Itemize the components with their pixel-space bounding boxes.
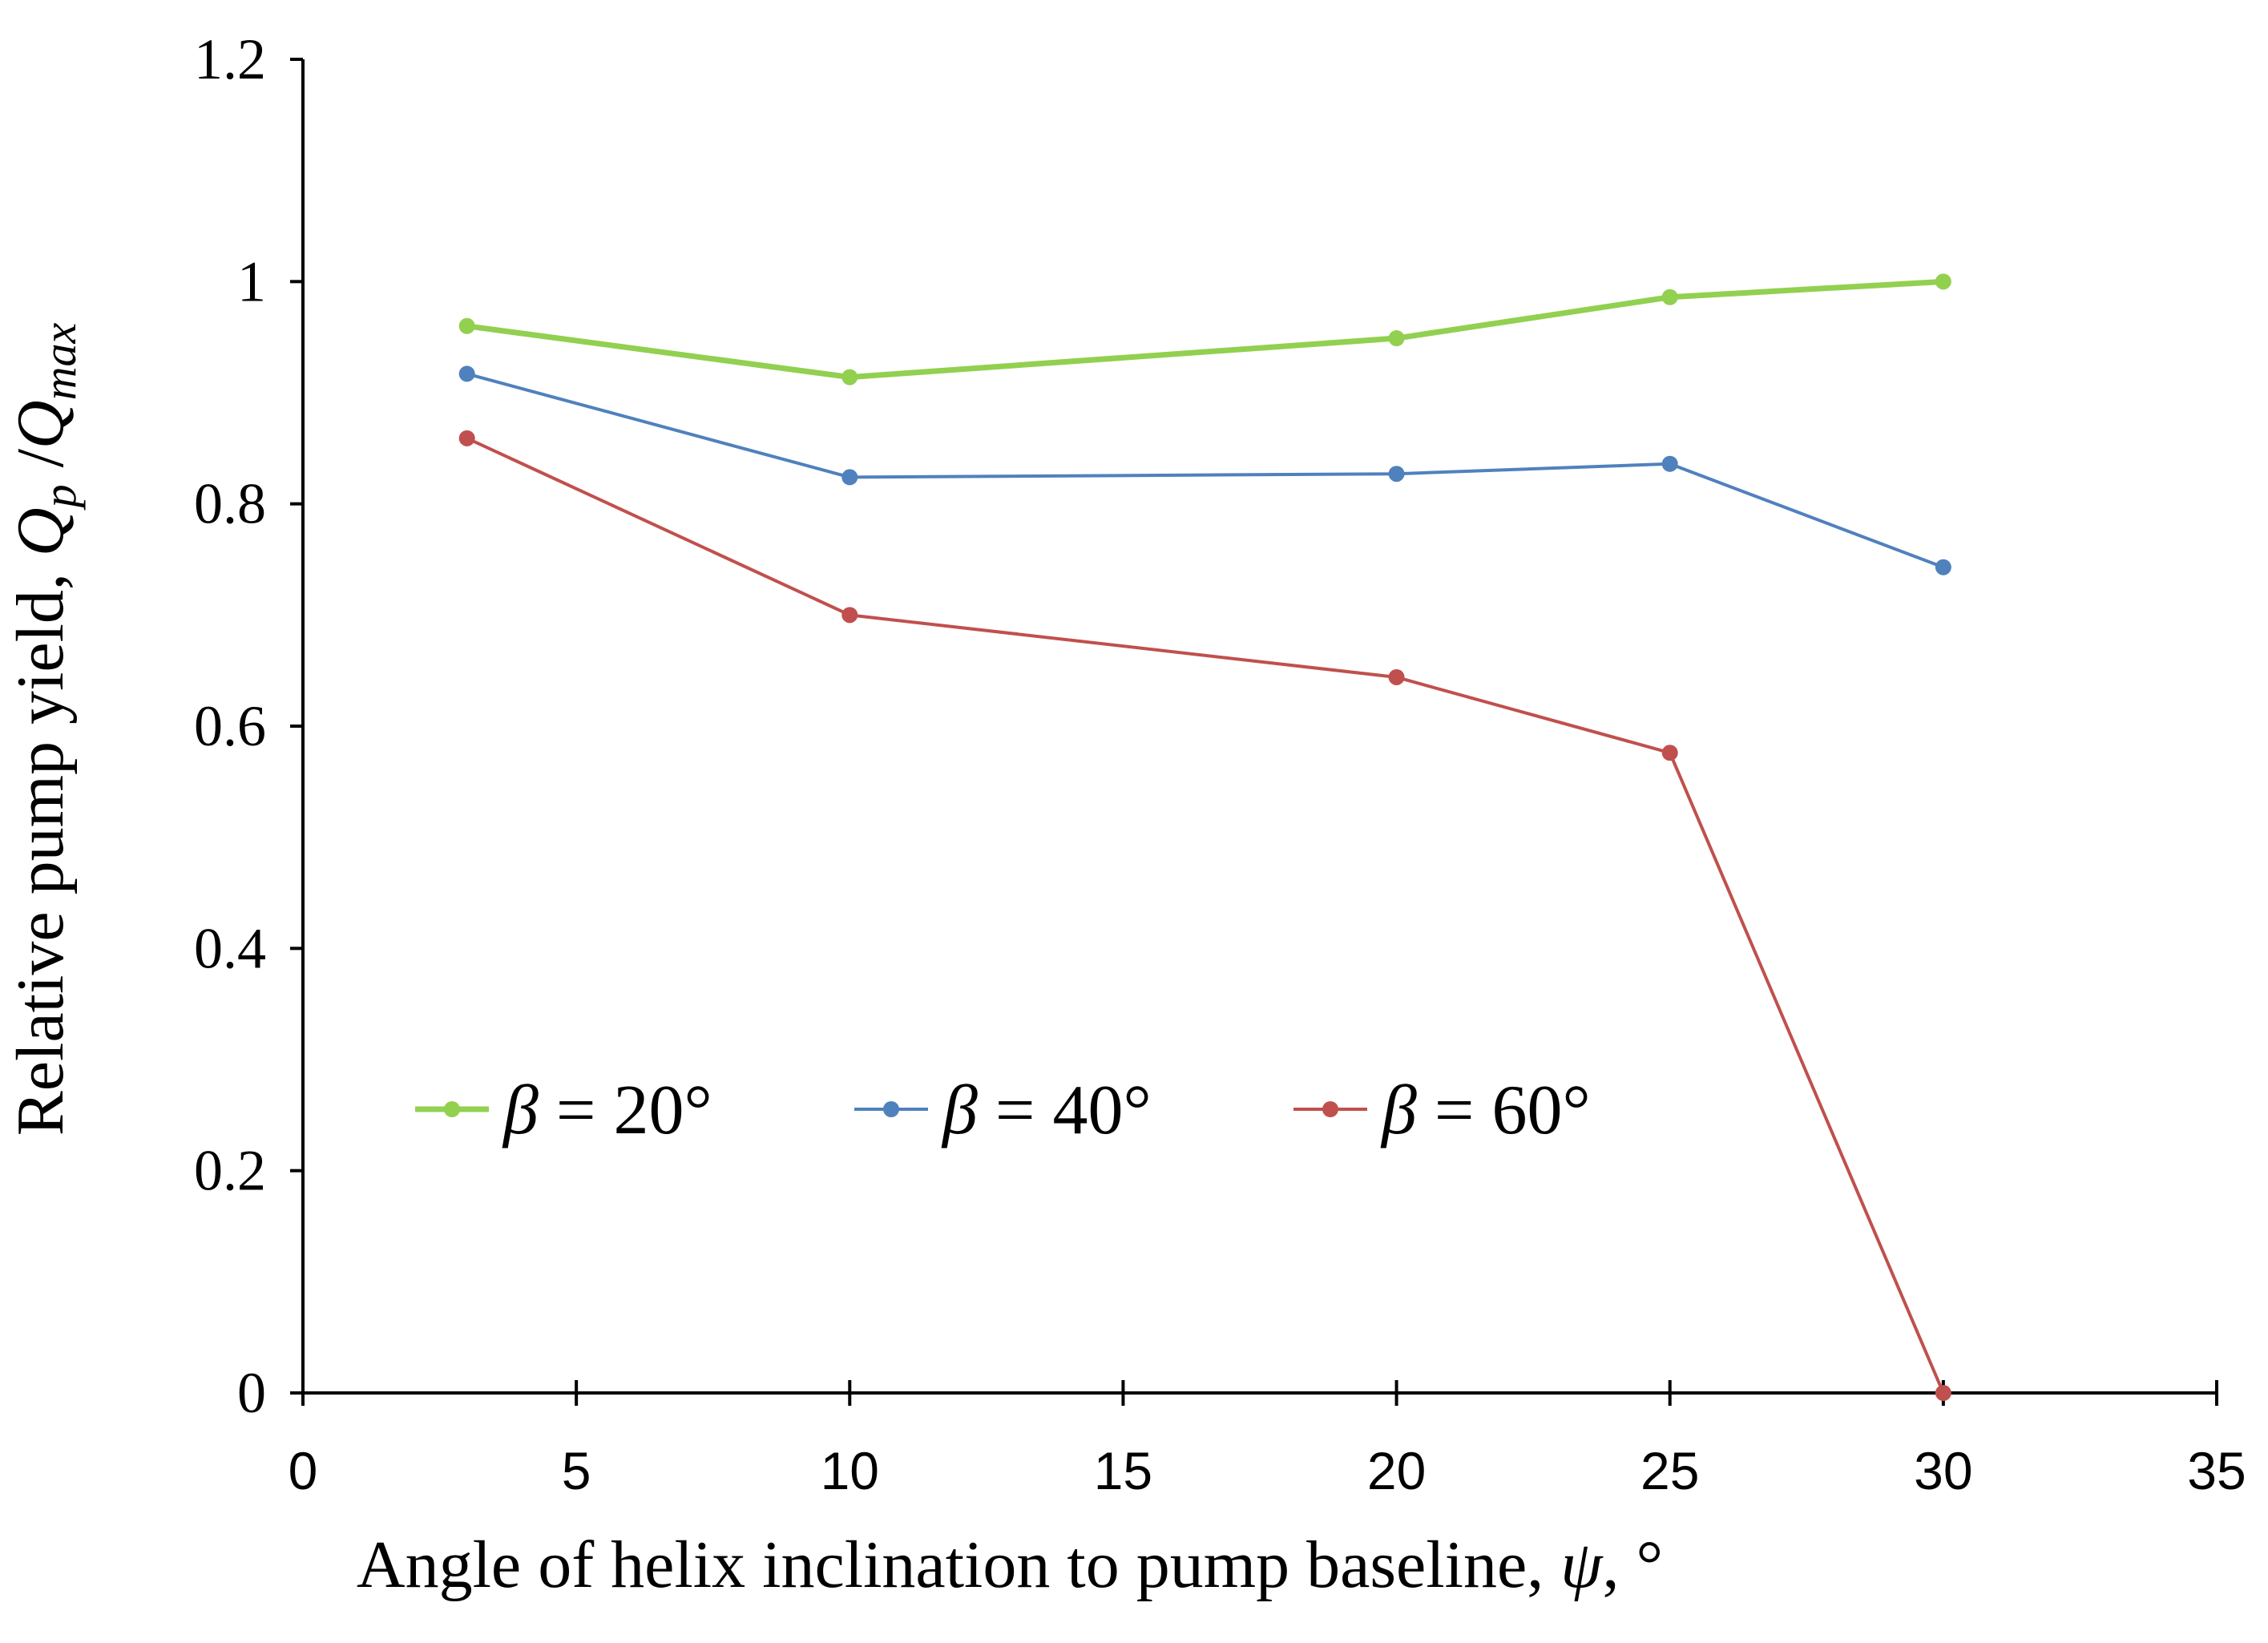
data-point [1935,559,1951,575]
y-axis-title-sub2: max [34,322,86,400]
data-point [1661,289,1678,305]
x-tick-label: 15 [1094,1441,1152,1500]
data-point [458,365,475,382]
data-point [458,430,475,446]
y-axis-title: Relative pump yield, Qp /Qmax [3,322,86,1136]
x-tick-label: 5 [562,1441,591,1500]
x-axis-title-symbol: ψ [1560,1528,1604,1602]
legend-item-1: β = 20° [415,1072,712,1149]
x-axis-title-suffix: , ° [1602,1528,1663,1602]
legend-swatch-marker [1322,1101,1338,1117]
legend: β = 20° β = 40° β = 60° [415,1072,1591,1149]
legend-label: β = 40° [941,1072,1152,1149]
data-point [1661,745,1678,761]
data-point [841,469,858,486]
series-2 [458,365,1951,575]
legend-label-value: = 60° [1417,1072,1591,1149]
y-axis-title-prefix: Relative pump yield, [3,556,78,1136]
x-tick-label: 0 [289,1441,318,1500]
x-tick-label: 30 [1914,1441,1972,1500]
data-point [1935,1385,1951,1401]
x-ticks: 0 5 10 15 20 25 30 35 [289,1380,2246,1500]
x-tick-label: 35 [2187,1441,2246,1500]
y-ticks: 0 0.2 0.4 0.6 0.8 1 1.2 [194,27,303,1425]
x-tick-label: 25 [1640,1441,1699,1500]
data-point [458,317,475,334]
legend-label-value: = 40° [978,1072,1152,1149]
y-axis-title-slash: / [3,448,78,484]
y-axis-title-sub1: p [34,484,86,511]
data-point [1388,466,1405,482]
series-1 [458,273,1951,386]
data-point [841,607,858,624]
data-point [841,369,858,386]
y-tick-label: 0 [237,1361,266,1425]
y-tick-label: 0.8 [194,472,266,536]
series-line [466,278,1944,381]
legend-label: β = 20° [502,1072,712,1149]
x-tick-label: 20 [1367,1441,1426,1500]
legend-label-symbol: β [941,1072,978,1149]
y-tick-label: 0.6 [194,694,266,758]
data-point [1388,330,1405,347]
legend-label-value: = 20° [539,1072,712,1149]
y-tick-label: 0.4 [194,916,266,980]
series-line [466,437,1945,1394]
x-axis-title-prefix: Angle of helix inclination to pump basel… [357,1528,1560,1602]
legend-label-symbol: β [502,1072,539,1149]
legend-swatch-marker [883,1101,899,1117]
legend-item-3: β = 60° [1293,1072,1591,1149]
y-axis-title-q1: Q [3,507,78,556]
y-axis-title-q2: Q [3,400,78,449]
series-3 [458,430,1951,1401]
legend-swatch-marker [444,1101,460,1117]
series-layer [458,273,1951,1401]
series-line [466,372,1944,569]
data-point [1935,273,1951,290]
legend-label-symbol: β [1380,1072,1417,1149]
axes [297,59,2217,1395]
legend-label: β = 60° [1380,1072,1591,1149]
data-point [1388,668,1405,685]
y-tick-label: 0.2 [194,1139,266,1203]
y-tick-label: 1.2 [194,27,266,91]
data-point [1661,455,1678,472]
y-tick-label: 1 [237,249,266,313]
x-axis-title: Angle of helix inclination to pump basel… [357,1528,1663,1602]
legend-item-2: β = 40° [854,1072,1152,1149]
x-tick-label: 10 [821,1441,879,1500]
